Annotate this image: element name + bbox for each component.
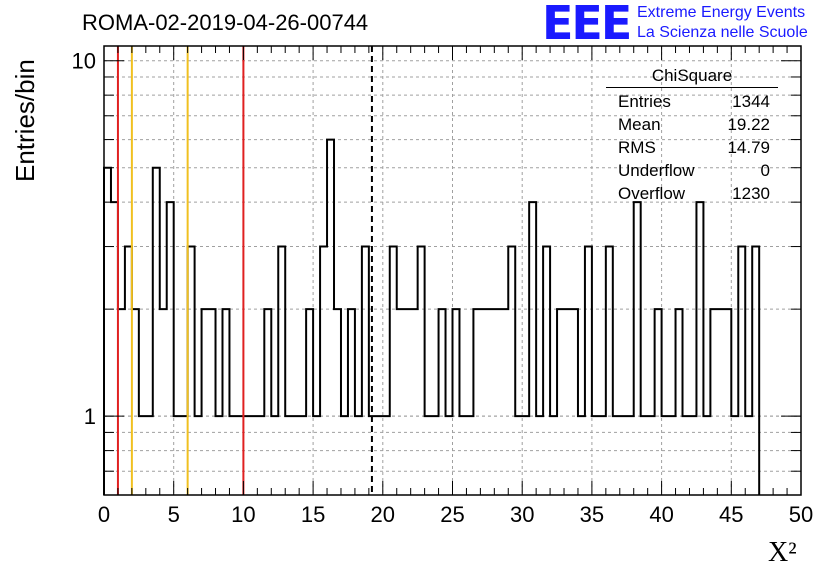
reference-lines [116, 46, 373, 495]
stats-row-entries: Entries 1344 [606, 90, 778, 113]
y-tick-label: 1 [84, 404, 96, 429]
stats-value: 1344 [732, 92, 770, 111]
stats-box: ChiSquare Entries 1344 Mean 19.22 RMS 14… [606, 66, 778, 205]
x-tick-label: 10 [231, 502, 255, 527]
histogram-bars [103, 138, 761, 495]
x-tick-label: 0 [98, 502, 110, 527]
x-tick-label: 50 [789, 502, 813, 527]
x-tick-label: 5 [168, 502, 180, 527]
stats-label: RMS [618, 138, 656, 157]
stats-label: Mean [618, 115, 661, 134]
stats-label: Underflow [618, 161, 695, 180]
x-tick-label: 35 [580, 502, 604, 527]
logo-line-2: La Scienza nelle Scuole [637, 24, 808, 41]
chart-title: ROMA-02-2019-04-26-00744 [82, 10, 369, 35]
x-tick-label: 30 [510, 502, 534, 527]
logo-line-1: Extreme Energy Events [637, 4, 806, 21]
stats-value: 1230 [732, 184, 770, 203]
x-tick-label: 20 [371, 502, 395, 527]
stats-row-overflow: Overflow 1230 [606, 182, 778, 205]
x-tick-label: 25 [440, 502, 464, 527]
x-tick-label: 15 [301, 502, 325, 527]
y-tick-label: 10 [72, 49, 96, 74]
y-axis-label: Entries/bin [10, 59, 40, 182]
stats-row-rms: RMS 14.79 [606, 136, 778, 159]
stats-row-underflow: Underflow 0 [606, 159, 778, 182]
x-tick-label: 40 [649, 502, 673, 527]
stats-row-mean: Mean 19.22 [606, 113, 778, 136]
stats-title: ChiSquare [606, 66, 778, 88]
stats-label: Entries [618, 92, 671, 111]
x-axis-label: X² [768, 537, 797, 568]
axis-ticks: 0 5 10 15 20 25 30 35 40 45 50 1 10 [72, 46, 813, 527]
stats-value: 14.79 [727, 138, 770, 157]
eee-logo: EEE [542, 0, 632, 50]
x-tick-label: 45 [719, 502, 743, 527]
histogram-outline [103, 138, 761, 495]
stats-value: 0 [760, 161, 770, 180]
stats-label: Overflow [618, 184, 686, 203]
stats-value: 19.22 [727, 115, 770, 134]
